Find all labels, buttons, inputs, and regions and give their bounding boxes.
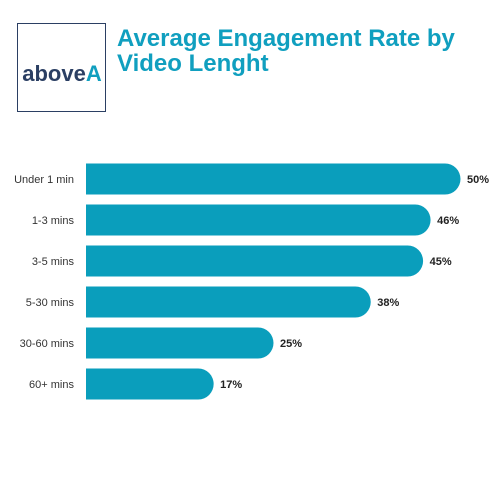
bar-30-60-mins xyxy=(86,327,274,359)
bar-under-1-min xyxy=(86,163,461,195)
category-label: 60+ mins xyxy=(29,379,74,391)
bar-60-mins xyxy=(86,368,214,400)
value-label: 17% xyxy=(220,379,242,391)
category-label: 5-30 mins xyxy=(26,297,75,309)
category-label: 1-3 mins xyxy=(32,215,75,227)
value-label: 25% xyxy=(280,338,302,350)
bar-1-3-mins xyxy=(86,204,431,236)
chart-title-line-1: Average Engagement Rate by xyxy=(117,25,455,52)
logo-text-main: above xyxy=(22,61,86,86)
category-label: Under 1 min xyxy=(14,174,74,186)
chart-title: Average Engagement Rate by Video Lenght xyxy=(117,26,487,76)
value-label: 50% xyxy=(467,174,489,186)
value-label: 46% xyxy=(437,215,459,227)
chart-title-line-2: Video Lenght xyxy=(117,50,269,77)
value-label: 45% xyxy=(430,256,452,268)
logo-wordmark: aboveA xyxy=(22,61,102,86)
value-label: 38% xyxy=(377,297,399,309)
bar-5-30-mins xyxy=(86,286,371,318)
category-label: 3-5 mins xyxy=(32,256,75,268)
svg-text:aboveA: aboveA xyxy=(22,61,102,86)
brand-logo: aboveA xyxy=(17,23,106,112)
category-label: 30-60 mins xyxy=(20,338,75,350)
bar-3-5-mins xyxy=(86,245,424,277)
logo-text-accent: A xyxy=(86,61,102,86)
